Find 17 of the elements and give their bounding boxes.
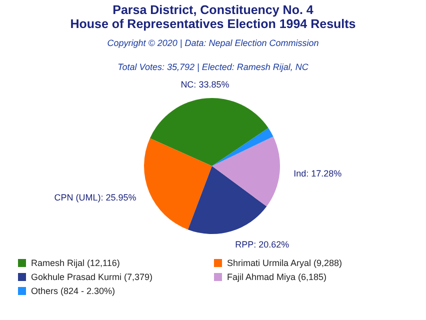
pie-slice <box>144 138 212 230</box>
pie-slice <box>188 166 267 234</box>
legend-label: Gokhule Prasad Kurmi (7,379) <box>31 272 153 282</box>
chart-title: Parsa District, Constituency No. 4 House of Representatives Election 1994 Results <box>70 3 356 31</box>
data-label: NC: 33.85% <box>180 79 230 90</box>
pie-slice <box>150 98 268 166</box>
data-label: RPP: 20.62% <box>235 240 290 250</box>
pie-slice <box>212 136 280 206</box>
data-label: Ind: 17.28% <box>294 168 342 179</box>
legend-label: Others (824 - 2.30%) <box>31 286 116 296</box>
legend-label: Ramesh Rijal (12,116) <box>31 258 120 268</box>
legend-label: Fajil Ahmad Miya (6,185) <box>227 272 327 282</box>
chart-subtitle: Copyright © 2020 | Data: Nepal Election Commission <box>107 38 319 48</box>
text: Total Votes: 35,792 | Elected: Ramesh Rijal, NC <box>118 62 309 72</box>
data-label: CPN (UML): 25.95% <box>54 192 136 202</box>
legend-label: Shrimati Urmila Aryal (9,288) <box>227 258 342 268</box>
pie-slice <box>212 128 274 166</box>
